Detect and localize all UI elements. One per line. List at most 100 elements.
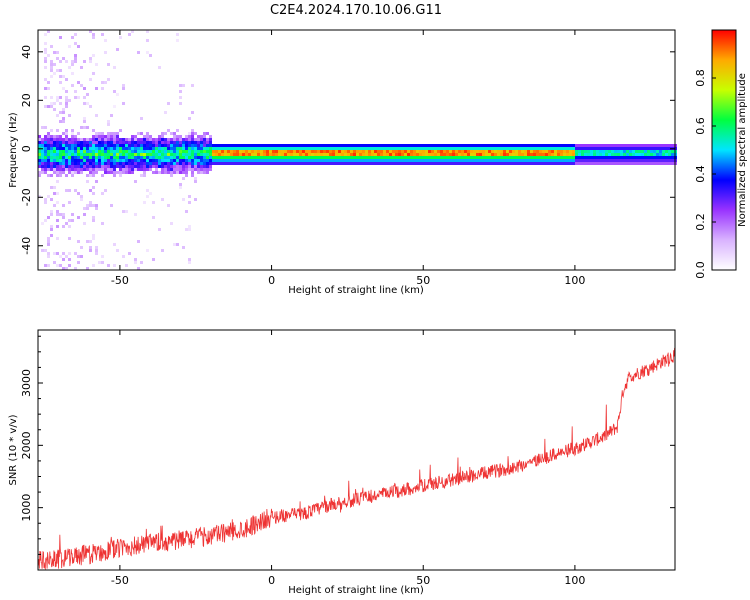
spectrogram-cell — [491, 156, 494, 159]
spectrogram-cell — [224, 147, 227, 150]
spectrogram-cell — [125, 171, 128, 174]
spectrogram-cell — [305, 147, 308, 150]
spectrogram-cell — [131, 150, 134, 153]
spectrogram-cell — [620, 153, 623, 156]
spectrogram-x-label: Height of straight line (km) — [288, 285, 424, 296]
spectrogram-cell — [110, 150, 113, 153]
spectrogram-cell — [302, 144, 305, 147]
spectrogram-cell — [563, 150, 566, 153]
spectrogram-cell — [74, 60, 77, 63]
spectrogram-cell — [338, 147, 341, 150]
spectrogram-cell — [257, 156, 260, 159]
spectrogram-cell — [50, 225, 53, 228]
spectrogram-cell — [356, 153, 359, 156]
spectrogram-cell — [452, 144, 455, 147]
spectrogram-cell — [53, 168, 56, 171]
spectrogram-cell — [452, 159, 455, 162]
spectrogram-cell — [137, 150, 140, 153]
spectrogram-cell — [341, 156, 344, 159]
spectrogram-cell — [38, 162, 41, 165]
spectrogram-cell — [203, 132, 206, 135]
spectrogram-cell — [122, 150, 125, 153]
spectrogram-cell — [320, 159, 323, 162]
spectrogram-cell — [662, 162, 665, 165]
spectrogram-cell — [110, 147, 113, 150]
spectrogram-cell — [320, 144, 323, 147]
spectrogram-cell — [641, 153, 644, 156]
spectrogram-cell — [134, 162, 137, 165]
spectrogram-cell — [80, 171, 83, 174]
spectrogram-cell — [65, 162, 68, 165]
spectrogram-cell — [113, 264, 116, 267]
spectrogram-cell — [638, 156, 641, 159]
spectrogram-cell — [56, 264, 59, 267]
spectrogram-cell — [500, 150, 503, 153]
spectrogram-cell — [104, 144, 107, 147]
spectrogram-cell — [50, 144, 53, 147]
spectrogram-cell — [89, 30, 92, 33]
spectrogram-cell — [53, 108, 56, 111]
spectrogram-cell — [143, 153, 146, 156]
spectrogram-cell — [326, 156, 329, 159]
spectrogram-cell — [107, 171, 110, 174]
spectrogram-cell — [143, 162, 146, 165]
spectrogram-cell — [365, 156, 368, 159]
spectrogram-cell — [242, 156, 245, 159]
spectrogram-cell — [107, 123, 110, 126]
spectrogram-cell — [143, 174, 146, 177]
spectrogram-cell — [647, 150, 650, 153]
spectrogram-cell — [59, 171, 62, 174]
spectrogram-cell — [104, 168, 107, 171]
spectrogram-cell — [74, 252, 77, 255]
spectrogram-cell — [365, 159, 368, 162]
spectrogram-cell — [152, 144, 155, 147]
spectrogram-cell — [68, 45, 71, 48]
spectrogram-cell — [452, 147, 455, 150]
spectrogram-cell — [41, 153, 44, 156]
spectrogram-cell — [302, 147, 305, 150]
spectrogram-cell — [56, 174, 59, 177]
spectrogram-cell — [110, 144, 113, 147]
spectrogram-cell — [587, 150, 590, 153]
spectrogram-cell — [371, 162, 374, 165]
spectrogram-cell — [62, 132, 65, 135]
spectrogram-cell — [68, 141, 71, 144]
spectrogram-cell — [275, 150, 278, 153]
spectrogram-cell — [161, 138, 164, 141]
spectrogram-cell — [104, 150, 107, 153]
spectrogram-cell — [71, 153, 74, 156]
spectrogram-cell — [56, 114, 59, 117]
spectrogram-cell — [629, 159, 632, 162]
spectrogram-cell — [641, 156, 644, 159]
spectrogram-cell — [41, 141, 44, 144]
spectrogram-cell — [146, 249, 149, 252]
spectrogram-cell — [605, 150, 608, 153]
snr-x-tick-label: 100 — [564, 574, 585, 587]
spectrogram-cell — [506, 144, 509, 147]
spectrogram-cell — [41, 126, 44, 129]
spectrogram-cell — [281, 144, 284, 147]
spectrogram-cell — [122, 87, 125, 90]
spectrogram-cell — [659, 144, 662, 147]
spectrogram-cell — [110, 138, 113, 141]
spectrogram-cell — [401, 150, 404, 153]
spectrogram-cell — [188, 225, 191, 228]
spectrogram-cell — [485, 162, 488, 165]
spectrogram-cell — [161, 135, 164, 138]
spectrogram-cell — [131, 162, 134, 165]
spectrogram-cell — [242, 144, 245, 147]
spectrogram-cell — [626, 153, 629, 156]
spectrogram-cell — [491, 153, 494, 156]
spectrogram-cell — [44, 162, 47, 165]
spectrogram-cell — [644, 153, 647, 156]
spectrogram-cell — [284, 159, 287, 162]
spectrogram-cell — [389, 159, 392, 162]
spectrogram-cell — [98, 147, 101, 150]
spectrogram-cell — [395, 144, 398, 147]
spectrogram-cell — [383, 144, 386, 147]
spectrogram-cell — [119, 174, 122, 177]
spectrogram-cell — [71, 174, 74, 177]
spectrogram-cell — [356, 144, 359, 147]
spectrogram-cell — [44, 171, 47, 174]
spectrogram-cell — [245, 147, 248, 150]
